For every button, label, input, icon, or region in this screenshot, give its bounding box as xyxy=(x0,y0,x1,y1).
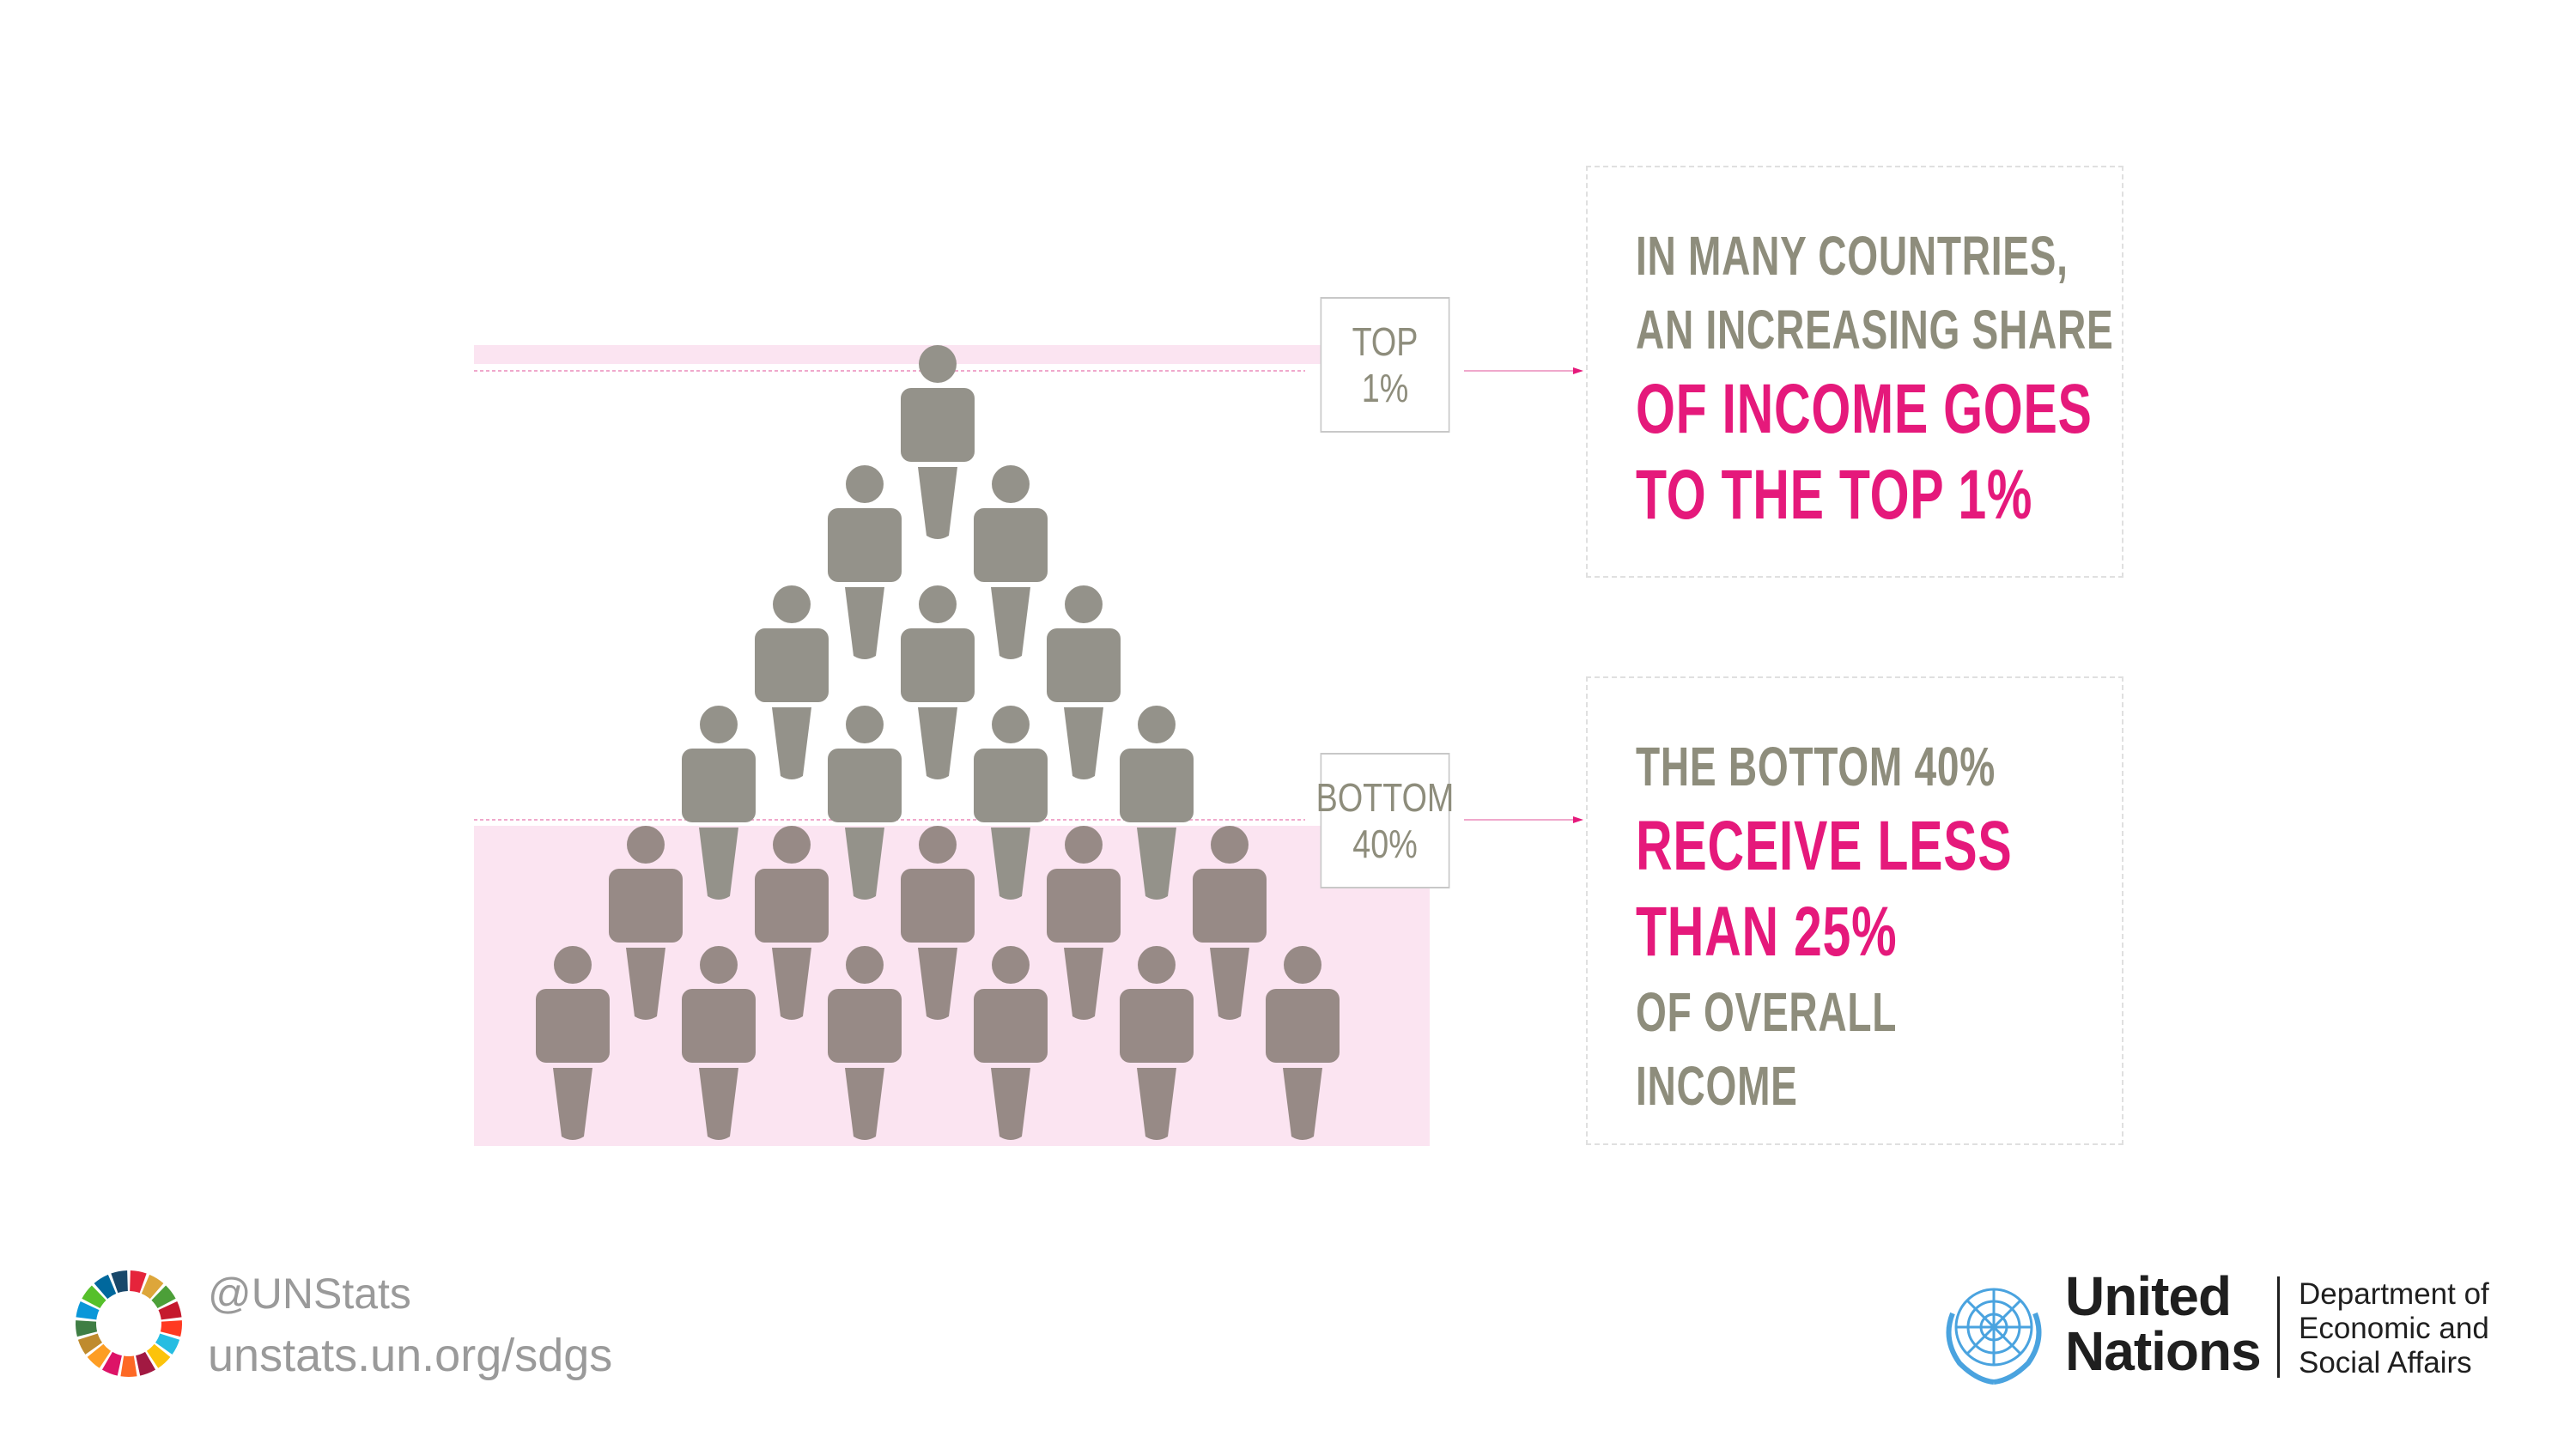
person-icon xyxy=(974,946,1048,1140)
person-icon xyxy=(1047,585,1121,779)
people-group xyxy=(536,345,1340,1140)
sdg-wheel-segment xyxy=(136,1351,156,1376)
top-message-line1: IN MANY COUNTRIES, xyxy=(1636,225,2069,287)
sdg-wheel-segment xyxy=(160,1320,182,1337)
top-label-line1: TOP xyxy=(1352,319,1419,364)
sdg-wheel-segment xyxy=(111,1270,128,1294)
person-icon xyxy=(682,706,756,900)
sdg-wheel-segment xyxy=(158,1301,182,1320)
un-name-line1: United xyxy=(2065,1265,2232,1327)
person-icon xyxy=(974,465,1048,659)
person-icon xyxy=(974,706,1048,900)
sdg-wheel-icon xyxy=(76,1270,182,1377)
top-1-label: TOP 1% xyxy=(1320,297,1450,433)
bottom-connector-arrow xyxy=(1573,816,1583,823)
person-icon xyxy=(755,585,829,779)
person-icon xyxy=(536,946,610,1140)
bottom-message-line4: OF OVERALL xyxy=(1636,981,1898,1043)
sdg-wheel-segment xyxy=(101,1351,122,1376)
person-icon xyxy=(609,826,683,1020)
unstats-handle-link[interactable]: @UNStats xyxy=(208,1270,411,1318)
top-connector-arrow xyxy=(1573,367,1583,374)
un-logo-divider xyxy=(2277,1276,2280,1378)
person-icon xyxy=(1120,706,1194,900)
top-message-line4: TO THE TOP 1% xyxy=(1636,456,2033,534)
person-icon xyxy=(755,826,829,1020)
person-icon xyxy=(1047,826,1121,1020)
un-dept-line1: Department of xyxy=(2299,1277,2489,1311)
sdg-wheel-segment xyxy=(146,1343,171,1368)
bottom-message-line3: THAN 25% xyxy=(1636,893,1898,971)
sdg-wheel-segment xyxy=(87,1343,112,1368)
bottom-message-box: THE BOTTOM 40% RECEIVE LESS THAN 25% OF … xyxy=(1586,676,2123,1145)
un-dept-line3: Social Affairs xyxy=(2299,1346,2472,1379)
person-icon xyxy=(901,585,975,779)
un-name-logotype: United Nations xyxy=(2065,1265,2262,1382)
top-message-line3: OF INCOME GOES xyxy=(1636,370,2093,448)
person-icon xyxy=(901,826,975,1020)
person-icon xyxy=(901,345,975,539)
top-label-line2: 1% xyxy=(1361,366,1409,410)
bottom-message-line1: THE BOTTOM 40% xyxy=(1636,736,1996,797)
sdg-wheel-segment xyxy=(120,1355,137,1377)
person-icon xyxy=(1120,946,1194,1140)
sdg-wheel-segment xyxy=(82,1285,106,1309)
unstats-url-link[interactable]: unstats.un.org/sdgs xyxy=(208,1330,613,1381)
un-emblem-icon xyxy=(1946,1288,2042,1385)
top-message-box: IN MANY COUNTRIES, AN INCREASING SHARE O… xyxy=(1586,166,2123,578)
person-icon xyxy=(828,946,902,1140)
un-name-line2: Nations xyxy=(2065,1320,2262,1382)
top-highlight-band xyxy=(474,345,1333,364)
sdg-wheel-segment xyxy=(76,1320,98,1337)
person-icon xyxy=(828,465,902,659)
bottom-label-line2: 40% xyxy=(1352,822,1418,866)
sdg-wheel-segment xyxy=(155,1333,180,1355)
bottom-label-line1: BOTTOM xyxy=(1315,775,1455,820)
person-icon xyxy=(682,946,756,1140)
sdg-wheel-segment xyxy=(141,1274,164,1300)
person-icon xyxy=(828,706,902,900)
person-icon xyxy=(1266,946,1340,1140)
bottom-message-line2: RECEIVE LESS xyxy=(1636,807,2013,885)
un-department-name: Department of Economic and Social Affair… xyxy=(2299,1277,2489,1380)
sdg-wheel-segment xyxy=(130,1270,147,1294)
sdg-wheel-segment xyxy=(94,1274,117,1300)
top-message-line2: AN INCREASING SHARE xyxy=(1636,299,2114,361)
sdg-wheel-segment xyxy=(151,1285,176,1309)
sdg-wheel-segment xyxy=(76,1301,100,1320)
bottom-40-label: BOTTOM 40% xyxy=(1316,753,1454,888)
person-icon xyxy=(1193,826,1267,1020)
bottom-message-line5: INCOME xyxy=(1636,1055,1798,1117)
un-dept-line2: Economic and xyxy=(2299,1312,2489,1345)
sdg-wheel-segment xyxy=(77,1333,103,1355)
